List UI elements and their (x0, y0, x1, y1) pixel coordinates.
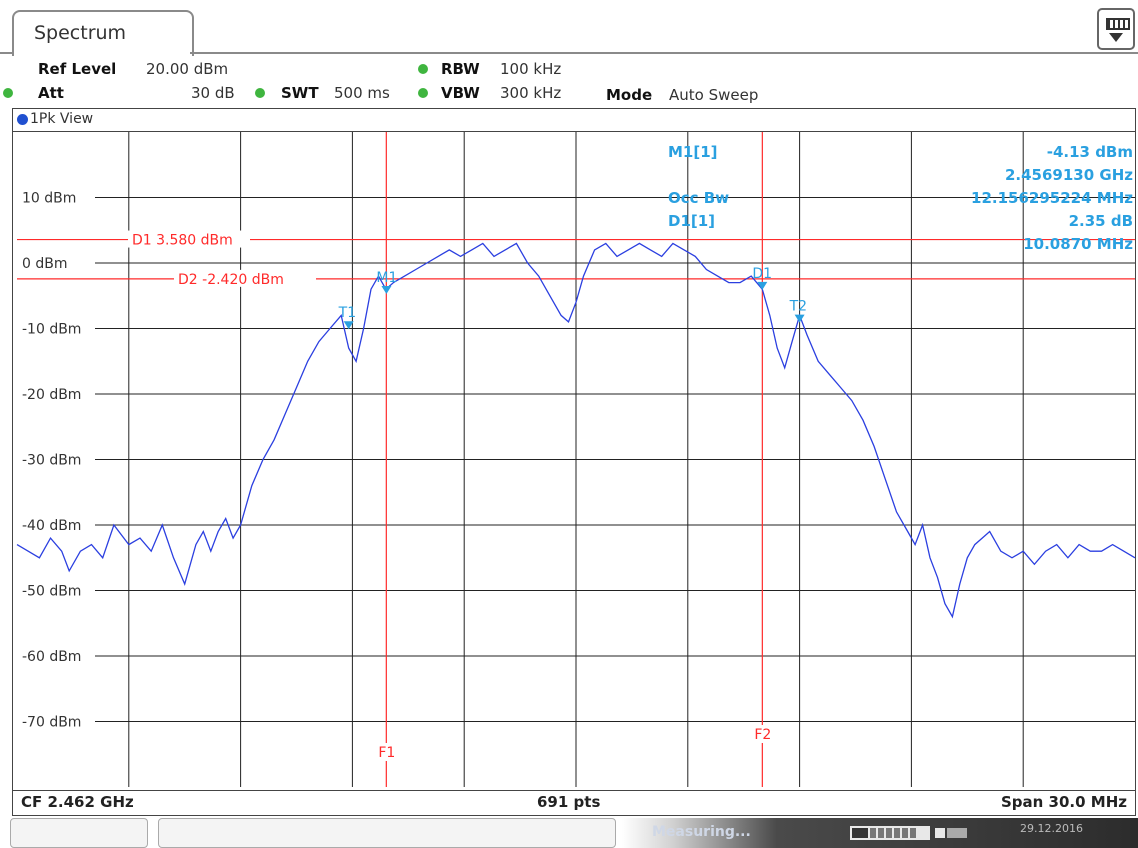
view-label: 1Pk View (30, 111, 94, 127)
footer: CF 2.462 GHz 691 pts Span 30.0 MHz (13, 790, 1135, 815)
display-line-label: D1 3.580 dBm (132, 233, 233, 249)
status-field-2 (158, 818, 616, 848)
y-tick-label: -30 dBm (22, 453, 81, 469)
marker-label: T2 (789, 299, 807, 315)
marker-table-label: M1[1] (668, 143, 718, 161)
vbw-value: 300 kHz (500, 84, 562, 102)
activity-icon (935, 828, 967, 838)
att-label: Att (38, 84, 64, 102)
trace-line (16, 242, 1136, 619)
measuring-text: Measuring... (652, 824, 751, 840)
chevron-down-icon (1109, 33, 1123, 42)
swt-label: SWT (281, 84, 319, 102)
att-value: 30 dB (191, 84, 235, 102)
frequency-line-label-bg (752, 725, 773, 743)
marker-table-label: Occ Bw (668, 189, 729, 207)
marker-t2-icon (794, 314, 805, 323)
y-tick-label: -50 dBm (22, 584, 81, 600)
center-frequency: CF 2.462 GHz (21, 793, 134, 811)
mode-label: Mode (606, 86, 653, 104)
menu-icon (1106, 18, 1130, 30)
y-tick-label: -60 dBm (22, 649, 81, 665)
vbw-status-icon (418, 88, 428, 98)
trace-indicator-icon (17, 114, 28, 125)
marker-table-value: 2.4569130 GHz (1005, 166, 1133, 184)
marker-table-value: 2.35 dB (1069, 212, 1133, 230)
swt-status-icon (255, 88, 265, 98)
y-tick-label: 10 dBm (22, 191, 76, 207)
ref-level-value: 20.00 dBm (146, 60, 229, 78)
status-field-1 (10, 818, 148, 848)
display-line-label: D2 -2.420 dBm (178, 272, 284, 288)
frequency-span: Span 30.0 MHz (1000, 793, 1127, 811)
display-line-label-bg (128, 230, 250, 248)
marker-d1-icon (757, 281, 768, 290)
sweep-points: 691 pts (537, 793, 601, 811)
rbw-status-icon (418, 64, 428, 74)
frequency-line-label: F2 (754, 727, 771, 743)
y-tick-label: 0 dBm (22, 256, 68, 272)
tab-title: Spectrum (34, 22, 127, 44)
frequency-line-label-bg (376, 743, 397, 761)
y-tick-label: -20 dBm (22, 387, 81, 403)
marker-m1-icon (381, 286, 392, 295)
frequency-line-label: F1 (378, 745, 395, 761)
menu-button[interactable] (1097, 8, 1135, 50)
display-line-label-bg (174, 269, 316, 287)
display-frame (12, 108, 1136, 816)
marker-table-value: 10.0870 MHz (1023, 235, 1133, 253)
ref-level-label: Ref Level (38, 60, 117, 78)
view-header: 1Pk View (13, 109, 1135, 132)
y-tick-label: -70 dBm (22, 715, 81, 731)
mode-value: Auto Sweep (669, 86, 759, 104)
marker-table-label: D1[1] (668, 212, 715, 230)
progress-bar-icon (850, 826, 930, 840)
y-tick-label: -10 dBm (22, 322, 81, 338)
tab-divider-left (0, 52, 12, 54)
marker-label: M1 (376, 270, 397, 286)
swt-value: 500 ms (334, 84, 390, 102)
marker-label: D1 (752, 266, 772, 282)
tab-divider (190, 52, 1138, 54)
marker-t1-icon (343, 321, 354, 330)
marker-table-value: -4.13 dBm (1047, 143, 1133, 161)
status-date: 29.12.2016 (1020, 822, 1083, 835)
vbw-label: VBW (441, 84, 480, 102)
rbw-label: RBW (441, 60, 480, 78)
marker-table-value: 12.156295224 MHz (971, 189, 1133, 207)
y-tick-label: -40 dBm (22, 518, 81, 534)
rbw-value: 100 kHz (500, 60, 562, 78)
tab-spectrum[interactable]: Spectrum (12, 10, 194, 56)
marker-label: T1 (338, 305, 356, 321)
att-status-icon (3, 88, 13, 98)
